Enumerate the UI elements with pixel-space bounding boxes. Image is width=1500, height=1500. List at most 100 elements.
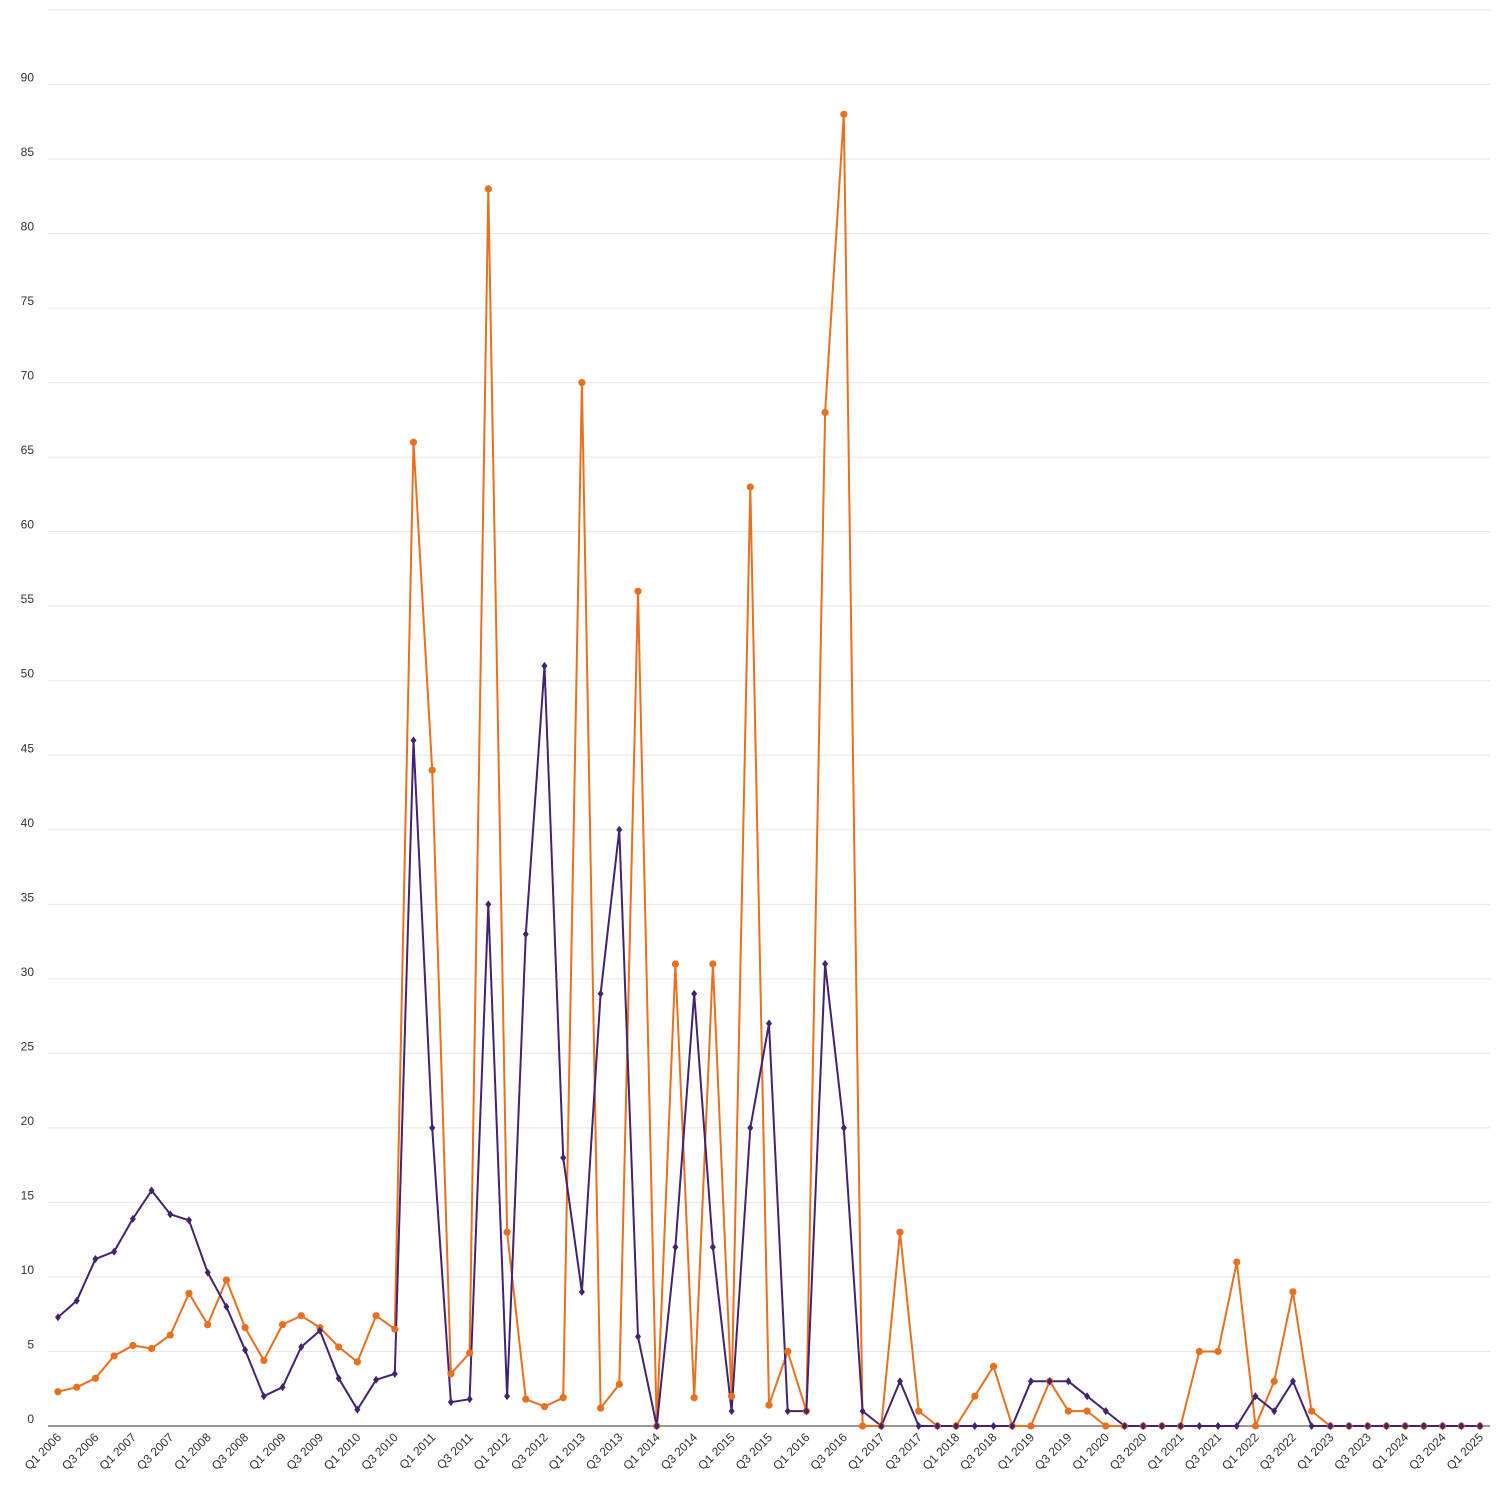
data-point: [1402, 1422, 1409, 1430]
data-point: [953, 1422, 960, 1430]
data-point: [821, 408, 829, 417]
data-point: [727, 1392, 736, 1400]
data-point: [896, 1377, 903, 1386]
y-tick-label: 60: [21, 518, 35, 532]
data-point: [353, 1358, 361, 1366]
data-point: [1046, 1377, 1053, 1386]
series-line-1: [57, 113, 1480, 1427]
data-point: [373, 1375, 380, 1384]
y-tick-label: 0: [27, 1412, 34, 1426]
x-tick-label: Q1 2013: [546, 1430, 589, 1473]
x-tick-label: Q3 2018: [957, 1430, 1000, 1473]
data-point: [822, 959, 829, 968]
data-point: [54, 1388, 62, 1396]
data-point: [878, 1422, 885, 1430]
x-tick-label: Q3 2022: [1257, 1430, 1300, 1473]
data-point: [1083, 1407, 1091, 1415]
data-point: [1214, 1347, 1222, 1356]
y-tick-label: 65: [21, 443, 35, 457]
y-tick-label: 90: [21, 71, 35, 85]
data-point: [409, 438, 418, 446]
data-point: [766, 1019, 772, 1028]
data-point: [1233, 1258, 1241, 1266]
data-point: [147, 1344, 156, 1353]
data-point: [223, 1302, 230, 1311]
data-point: [167, 1210, 174, 1219]
data-point: [485, 900, 492, 909]
data-point: [297, 1312, 305, 1320]
x-tick-label: Q1 2017: [845, 1430, 888, 1473]
y-tick-label: 55: [21, 592, 35, 606]
data-point: [690, 1394, 698, 1402]
y-tick-label: 75: [21, 294, 35, 308]
data-point: [746, 483, 754, 491]
data-point: [803, 1407, 810, 1416]
data-point: [691, 989, 698, 998]
data-point: [1270, 1377, 1278, 1385]
y-tick-label: 40: [21, 816, 35, 830]
data-point: [1420, 1422, 1427, 1430]
data-point: [934, 1422, 941, 1430]
data-point: [560, 1153, 567, 1162]
x-tick-label: Q3 2020: [1107, 1430, 1150, 1473]
data-point: [166, 1331, 174, 1339]
x-tick-label: Q3 2016: [808, 1430, 851, 1473]
x-tick-label: Q3 2007: [134, 1430, 177, 1473]
data-point: [391, 1369, 398, 1378]
x-tick-label: Q1 2019: [995, 1430, 1038, 1473]
x-tick-label: Q3 2009: [284, 1430, 327, 1473]
data-point: [335, 1343, 343, 1351]
data-point: [429, 1123, 436, 1132]
data-point: [990, 1422, 997, 1430]
data-point: [204, 1268, 211, 1277]
data-point: [129, 1341, 137, 1350]
x-tick-label: Q3 2012: [508, 1430, 551, 1473]
data-point: [672, 1243, 679, 1252]
data-point: [635, 1332, 642, 1341]
x-tick-label: Q1 2014: [620, 1430, 663, 1473]
data-point: [615, 1380, 623, 1388]
data-point: [1346, 1422, 1353, 1430]
data-point: [204, 1321, 212, 1329]
data-point: [784, 1347, 792, 1356]
data-point: [372, 1312, 380, 1320]
x-tick-label: Q1 2018: [920, 1430, 963, 1473]
data-point: [559, 1394, 567, 1402]
data-point: [503, 1228, 511, 1236]
x-tick-label: Q1 2009: [246, 1430, 289, 1473]
data-point: [410, 736, 417, 745]
data-point: [541, 661, 548, 670]
data-point: [522, 930, 529, 939]
data-point: [1102, 1407, 1109, 1416]
y-tick-label: 15: [21, 1188, 35, 1202]
data-point: [222, 1276, 230, 1284]
data-point: [1383, 1422, 1390, 1430]
data-point: [91, 1374, 100, 1382]
data-point: [1121, 1422, 1128, 1430]
x-tick-label: Q1 2015: [695, 1430, 738, 1473]
data-point: [241, 1324, 249, 1332]
data-point: [634, 587, 642, 595]
data-point: [298, 1343, 305, 1352]
data-point: [1027, 1422, 1035, 1430]
data-point: [110, 1352, 118, 1360]
data-point: [840, 1123, 847, 1132]
data-point: [540, 1403, 549, 1411]
data-point: [1458, 1422, 1465, 1430]
data-point: [915, 1407, 923, 1415]
x-tick-label: Q3 2015: [733, 1430, 776, 1473]
x-tick-label: Q1 2016: [770, 1430, 813, 1473]
data-point: [73, 1296, 80, 1305]
data-point: [1215, 1422, 1222, 1430]
x-tick-label: Q3 2006: [59, 1430, 102, 1473]
data-point: [1251, 1422, 1260, 1430]
y-tick-label: 45: [21, 741, 35, 755]
y-tick-label: 80: [21, 220, 35, 234]
data-point: [1327, 1422, 1334, 1430]
x-tick-label: Q3 2024: [1406, 1430, 1449, 1473]
data-point: [129, 1214, 136, 1223]
data-point: [447, 1370, 455, 1378]
data-point: [279, 1383, 286, 1392]
data-point: [1065, 1377, 1072, 1386]
